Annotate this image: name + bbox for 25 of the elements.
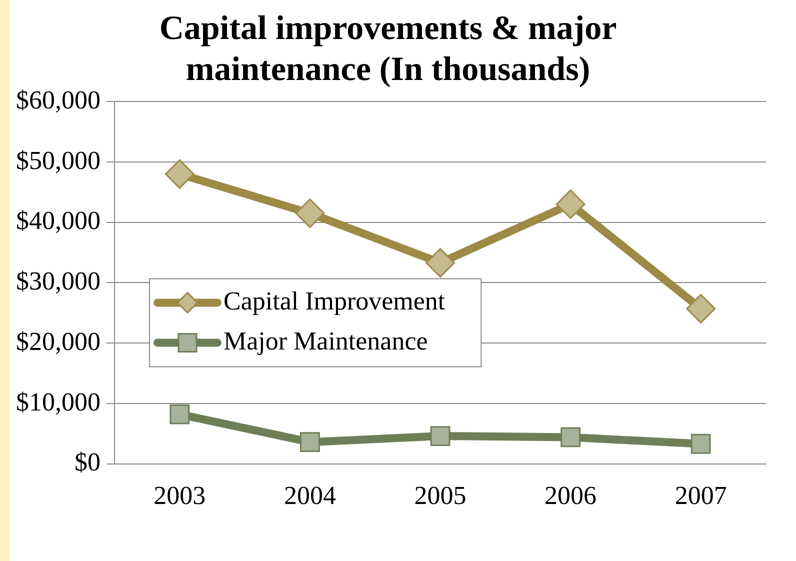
y-tick-label: $40,000	[16, 206, 100, 236]
legend-label: Major Maintenance	[224, 326, 428, 356]
point	[426, 248, 455, 278]
y-tick-label: $50,000	[16, 146, 100, 175]
y-tick-label: $30,000	[16, 266, 100, 296]
x-tick-label: 2006	[544, 481, 597, 510]
point	[430, 426, 450, 446]
point	[295, 198, 325, 228]
y-tick-label: $60,000	[16, 85, 100, 114]
point	[690, 434, 711, 454]
x-tick-label: 2007	[674, 481, 727, 510]
x-tick-label: 2004	[284, 481, 336, 510]
point	[170, 404, 190, 424]
point	[686, 294, 716, 324]
chart-title: Capital improvements & major maintenance (In thousands)	[159, 10, 617, 88]
point	[300, 432, 320, 452]
y-tick-label: $10,000	[16, 387, 100, 416]
x-tick-label: 2003	[154, 481, 206, 510]
x-tick-label: 2005	[414, 481, 466, 510]
legend-label: Capital Improvement	[224, 286, 446, 316]
y-tick-label: $20,000	[16, 326, 100, 356]
point	[556, 189, 586, 219]
point	[164, 159, 194, 189]
point	[560, 427, 580, 448]
y-tick-label: $0	[74, 448, 100, 477]
